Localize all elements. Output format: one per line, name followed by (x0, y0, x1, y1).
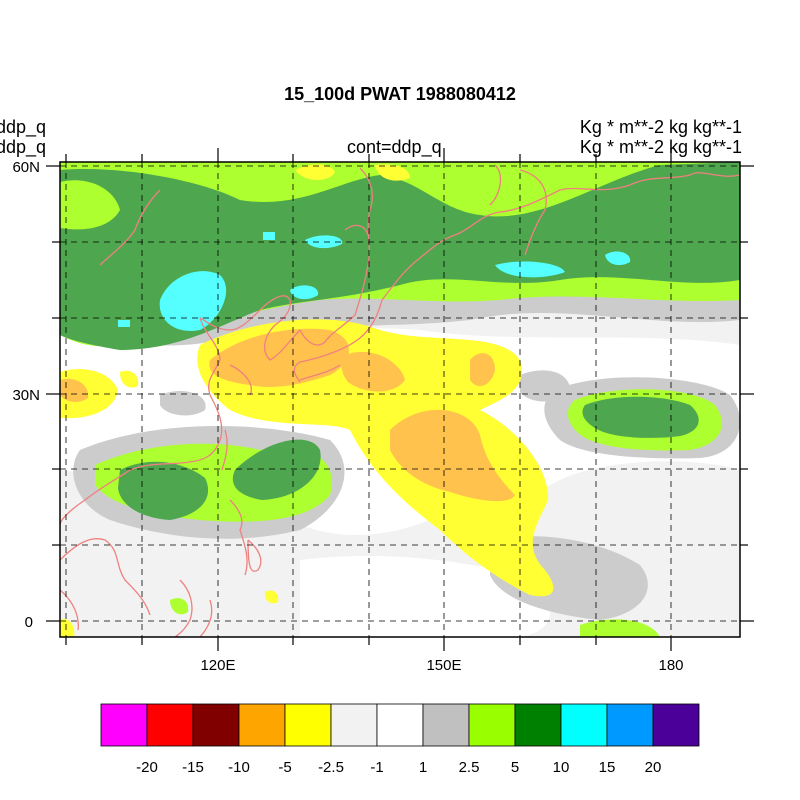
gridlines (60, 162, 740, 637)
field-darkgreen-area (582, 396, 699, 438)
colorbar-label: -2.5 (318, 759, 344, 776)
field-lightgreen-area (170, 598, 189, 615)
field-cyan-area (605, 251, 631, 266)
lon-label-150e: 150E (426, 657, 461, 674)
lat-label-0: 0 (25, 614, 33, 631)
axis-ticks (46, 148, 754, 651)
field-darkgreen-area (60, 162, 740, 350)
colorbar-swatch (376, 703, 424, 747)
colorbar-swatch (330, 703, 378, 747)
field-gray-area (160, 390, 206, 416)
lon-label-120e: 120E (200, 657, 235, 674)
colorbar-label: -5 (278, 759, 291, 776)
field-yellow-area (197, 319, 554, 597)
colorbar-label: 1 (419, 759, 427, 776)
field-yellow-area (264, 590, 279, 604)
colorbar-swatch (652, 703, 700, 747)
units-label-2: Kg * m**-2 kg kg**-1 (579, 137, 742, 157)
colorbar-swatch (468, 703, 516, 747)
field-lightgreen-hole (60, 180, 120, 230)
colorbar: -20 -15 -10 -5 -2.5 -1 1 2.5 5 10 15 20 (100, 703, 700, 776)
lat-label-60n: 60N (12, 159, 40, 176)
units-label-1: Kg * m**-2 kg kg**-1 (579, 117, 742, 137)
field-orange-area (209, 328, 349, 387)
plot-frame (59, 161, 741, 638)
colorbar-label: 15 (599, 759, 616, 776)
colorbar-label: 20 (645, 759, 662, 776)
colorbar-swatch (238, 703, 286, 747)
field-orange-area (470, 353, 495, 387)
colorbar-swatch (560, 703, 608, 747)
colorbar-swatch (606, 703, 654, 747)
field-white-area (300, 555, 550, 637)
field-yellow-area (295, 164, 335, 180)
colorbar-swatch (100, 703, 148, 747)
colorbar-label: -15 (182, 759, 204, 776)
field-orange-area (60, 378, 89, 402)
colorbar-swatch (192, 703, 240, 747)
field-yellow-area (120, 370, 139, 388)
field-cyan-area (159, 271, 227, 331)
colorbar-label: 10 (553, 759, 570, 776)
field-cyan-area (305, 235, 343, 249)
field-cyan-area (290, 285, 319, 300)
field-cyan-area (118, 320, 130, 327)
field-cyan-area (495, 261, 565, 278)
coastlines (60, 164, 740, 637)
colorbar-swatch (422, 703, 470, 747)
colorbar-swatch (146, 703, 194, 747)
colorbar-swatch (514, 703, 562, 747)
colorbar-swatch (284, 703, 332, 747)
lat-label-30n: 30N (12, 387, 40, 404)
field-yellow-area (60, 619, 75, 637)
field-darkgreen-area (118, 461, 209, 520)
map-field (60, 162, 740, 637)
field-lightgreen-area (580, 619, 660, 637)
contour-label: cont=ddp_q (347, 137, 442, 157)
left-variable-label-2: ddp_q (0, 137, 47, 157)
lon-label-180: 180 (658, 657, 683, 674)
field-orange-area (390, 409, 515, 502)
left-variable-label-1: ddp_q (0, 117, 47, 137)
colorbar-label: 2.5 (459, 759, 480, 776)
colorbar-label: -1 (370, 759, 383, 776)
colorbar-label: -20 (136, 759, 158, 776)
plot-title: 15_100d PWAT 1988080412 (284, 84, 516, 104)
field-cyan-area (263, 232, 275, 240)
colorbar-label: -10 (228, 759, 250, 776)
field-darkgreen-area (232, 439, 321, 500)
colorbar-label: 5 (511, 759, 519, 776)
field-yellow-area (375, 164, 410, 181)
field-orange-area (341, 351, 405, 392)
